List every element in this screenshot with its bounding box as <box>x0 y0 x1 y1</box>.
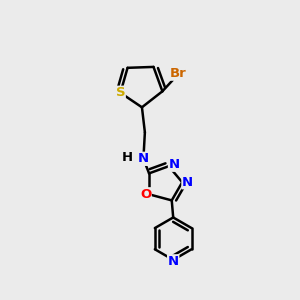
Text: N: N <box>138 152 149 165</box>
Text: N: N <box>168 255 179 268</box>
Text: O: O <box>140 188 151 201</box>
Text: N: N <box>182 176 193 189</box>
Text: N: N <box>169 158 180 171</box>
Text: Br: Br <box>170 67 187 80</box>
Text: S: S <box>116 86 125 99</box>
Text: H: H <box>122 151 133 164</box>
